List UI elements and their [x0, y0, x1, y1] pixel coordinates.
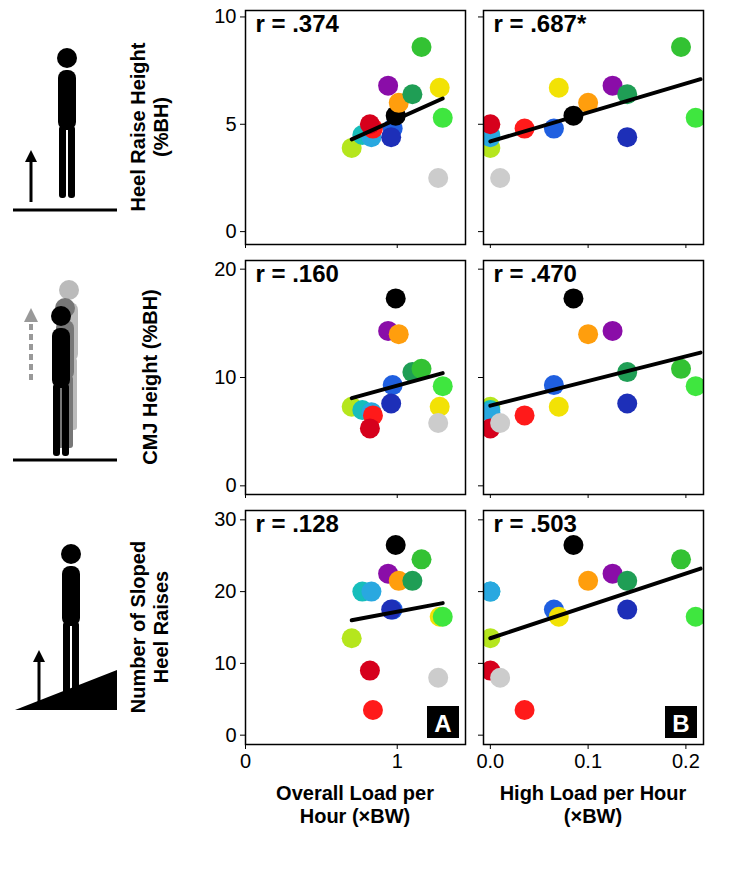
svg-text:20: 20 [214, 580, 236, 602]
html-text:A: A [434, 710, 452, 737]
html-text:Heel Raise Height (%BH): Heel Raise Height (%BH) [127, 42, 172, 212]
svg-text:5: 5 [225, 113, 236, 135]
svg-text:r = .470: r = .470 [494, 260, 577, 287]
svg-text:30: 30 [214, 508, 236, 530]
svg-text:0: 0 [225, 474, 236, 496]
svg-text:r = .687*: r = .687* [494, 10, 587, 37]
svg-text:0.0: 0.0 [476, 750, 504, 772]
html-text:Number of Sloped Heel Raises: Number of Sloped Heel Raises [127, 540, 172, 714]
html-text:Overall Load per Hour (×BW): Overall Load per Hour (×BW) [276, 782, 434, 827]
svg-text:10: 10 [214, 5, 236, 27]
svg-text:0.2: 0.2 [672, 750, 700, 772]
svg-text:0: 0 [225, 220, 236, 242]
svg-text:10: 10 [214, 366, 236, 388]
svg-text:r = .503: r = .503 [494, 510, 577, 537]
html-text:High Load per Hour (×BW): High Load per Hour (×BW) [499, 782, 687, 827]
svg-text:0: 0 [225, 724, 236, 746]
svg-text:10: 10 [214, 652, 236, 674]
svg-text:20: 20 [214, 258, 236, 280]
svg-text:r = .160: r = .160 [256, 260, 339, 287]
html-text:B: B [672, 710, 690, 737]
svg-text:0: 0 [240, 750, 251, 772]
svg-text:0.1: 0.1 [574, 750, 602, 772]
svg-text:r = .374: r = .374 [256, 10, 340, 37]
svg-text:1: 1 [392, 750, 403, 772]
svg-text:r = .128: r = .128 [256, 510, 339, 537]
html-text:CMJ Height (%BH): CMJ Height (%BH) [138, 289, 161, 465]
